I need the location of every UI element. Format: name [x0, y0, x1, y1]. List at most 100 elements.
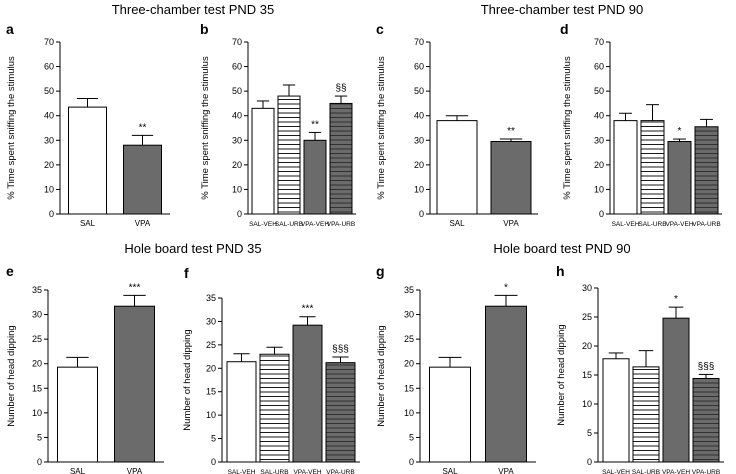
y-tick-label: 30 — [206, 316, 216, 326]
panel-letter: c — [376, 21, 384, 37]
y-axis-label: % Time spent sniffing the stimulus — [200, 56, 211, 200]
y-tick-label: 0 — [409, 457, 414, 467]
x-category-label: VPA — [503, 219, 519, 228]
x-category-label: SAL-VEH — [602, 469, 630, 474]
bar — [692, 377, 720, 463]
bar — [114, 305, 155, 463]
y-tick-label: 5 — [37, 432, 42, 442]
y-tick-label: 25 — [206, 340, 216, 350]
y-tick-label: 10 — [32, 408, 42, 418]
y-tick-label: 15 — [582, 370, 592, 380]
y-tick-label: 30 — [414, 135, 424, 145]
x-category-label: SAL-URB — [638, 221, 666, 228]
x-category-label: SAL-VEH — [228, 469, 256, 474]
significance-marker: *** — [302, 304, 314, 315]
x-category-label: SAL — [70, 467, 86, 474]
panel-c: c 0 10 20 30 40 50 60 70 % Time spent sniffing th… — [376, 21, 538, 228]
bar — [602, 358, 630, 463]
panel-e: e 0 5 10 15 20 25 30 35 Number of head dipping SAL… — [6, 263, 164, 474]
y-tick-label: 10 — [414, 184, 424, 194]
significance-marker: §§§ — [332, 344, 349, 355]
x-category-label: VPA-URB — [692, 221, 720, 228]
significance-marker: §§§ — [698, 361, 715, 372]
panel-b: b 0 10 20 30 40 50 60 70 % Time spent sniffing th… — [200, 21, 356, 228]
y-tick-label: 20 — [206, 363, 216, 373]
bar — [436, 120, 478, 215]
bar — [251, 107, 275, 215]
y-tick-label: 25 — [582, 312, 592, 322]
panel-d: d 0 10 20 30 40 50 60 70 % Time spent sniffing th… — [560, 21, 722, 228]
y-tick-label: 15 — [32, 383, 42, 393]
y-tick-label: 20 — [414, 160, 424, 170]
y-tick-label: 30 — [582, 283, 592, 293]
y-tick-label: 25 — [404, 334, 414, 344]
y-tick-label: 0 — [237, 209, 242, 219]
y-tick-label: 40 — [414, 111, 424, 121]
panel-letter: e — [6, 263, 14, 279]
panel-g: g 0 5 10 15 20 25 30 35 Number of head dipping SAL… — [376, 263, 536, 474]
significance-marker: ** — [507, 126, 515, 137]
y-tick-label: 10 — [206, 410, 216, 420]
bar — [226, 361, 257, 463]
y-tick-label: 50 — [594, 86, 604, 96]
y-axis-label: Number of head dipping — [556, 324, 567, 425]
y-tick-label: 5 — [587, 428, 592, 438]
y-tick-label: 70 — [594, 37, 604, 47]
bar — [667, 141, 692, 215]
x-category-label: VPA-VEH — [293, 469, 321, 474]
x-category-label: VPA-URB — [692, 469, 720, 474]
y-tick-label: 50 — [44, 86, 54, 96]
y-tick-label: 60 — [594, 62, 604, 72]
y-tick-label: 5 — [409, 432, 414, 442]
bar — [429, 366, 471, 463]
bar — [68, 106, 107, 215]
y-tick-label: 15 — [404, 383, 414, 393]
bar — [640, 120, 665, 215]
y-axis-label: % Time spent sniffing the stimulus — [562, 56, 573, 200]
y-tick-label: 15 — [206, 387, 216, 397]
bar — [303, 139, 327, 215]
y-tick-label: 0 — [599, 209, 604, 219]
bar — [123, 144, 162, 215]
y-tick-label: 40 — [232, 111, 242, 121]
section-title-hole-board-pnd35: Hole board test PND 35 — [124, 241, 261, 256]
y-tick-label: 30 — [32, 310, 42, 320]
bar — [329, 102, 353, 215]
y-tick-label: 35 — [404, 285, 414, 295]
x-category-label: SAL-URB — [275, 221, 303, 228]
panel-letter: g — [376, 263, 385, 279]
x-category-label: VPA-VEH — [665, 221, 693, 228]
y-tick-label: 10 — [594, 184, 604, 194]
y-tick-label: 60 — [232, 62, 242, 72]
y-tick-label: 25 — [32, 334, 42, 344]
y-tick-label: 0 — [587, 457, 592, 467]
y-tick-label: 0 — [211, 457, 216, 467]
y-axis-label: Number of head dipping — [6, 325, 17, 426]
x-category-label: SAL-URB — [260, 469, 288, 474]
section-title-hole-board-pnd90: Hole board test PND 90 — [493, 241, 630, 256]
y-tick-label: 30 — [404, 310, 414, 320]
y-tick-label: 10 — [582, 399, 592, 409]
y-tick-label: 60 — [44, 62, 54, 72]
y-tick-label: 0 — [37, 457, 42, 467]
x-category-label: VPA — [127, 467, 143, 474]
y-tick-label: 60 — [414, 62, 424, 72]
x-category-label: VPA-URB — [326, 469, 354, 474]
panel-letter: h — [556, 263, 565, 279]
panel-letter: a — [6, 21, 14, 37]
y-tick-label: 10 — [232, 184, 242, 194]
y-tick-label: 30 — [594, 135, 604, 145]
y-tick-label: 30 — [44, 135, 54, 145]
x-category-label: SAL — [80, 219, 96, 228]
y-tick-label: 50 — [232, 86, 242, 96]
bar — [292, 324, 323, 463]
y-tick-label: 35 — [206, 293, 216, 303]
y-tick-label: 40 — [594, 111, 604, 121]
y-tick-label: 20 — [404, 359, 414, 369]
significance-marker: *** — [129, 282, 141, 293]
section-title-three-chamber-pnd90: Three-chamber test PND 90 — [481, 2, 644, 17]
y-tick-label: 20 — [232, 160, 242, 170]
section-title-three-chamber-pnd35: Three-chamber test PND 35 — [112, 2, 275, 17]
y-tick-label: 20 — [594, 160, 604, 170]
